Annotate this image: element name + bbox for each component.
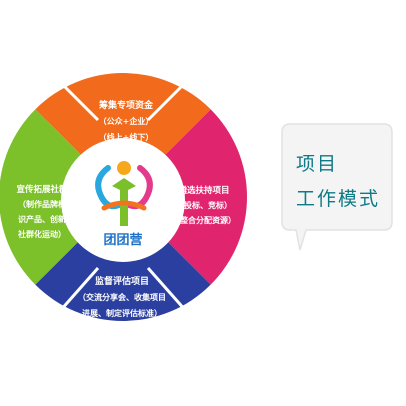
figure-logo-icon (95, 161, 153, 226)
segment-bottom-text: 监督评估项目 （交流分享会、收集项目 进展、制定评估标准） (78, 275, 166, 318)
center-logo: 团团营 (61, 138, 185, 262)
bubble-title-line1: 项目 (296, 153, 338, 175)
top-line-2: （公众+企业） (99, 116, 154, 126)
speech-bubble: 项目 工作模式 (281, 123, 393, 251)
segment-dividers (50, 72, 196, 321)
segment-right-selection (123, 109, 247, 285)
segment-top-text: 筹集专项资金 （公众+企业） （线上+线下） (99, 99, 154, 142)
bottom-line-3: 进展、制定评估标准） (82, 308, 162, 318)
bottom-line-2: （交流分享会、收集项目 (78, 292, 166, 302)
right-line-3: （整合分配资源） (172, 215, 236, 225)
top-title: 筹集专项资金 (99, 99, 154, 111)
bubble-shape (281, 123, 393, 251)
top-line-3: （线上+线下） (99, 132, 154, 142)
logo-text: 团团营 (103, 232, 142, 248)
right-line-2: （投标、竞标） (176, 200, 232, 210)
right-title: 遴选扶持项目 (177, 185, 229, 196)
left-line-2: （制作品牌标 (18, 199, 66, 209)
bottom-title: 监督评估项目 (95, 275, 149, 287)
left-title: 宣传拓展社群 (16, 184, 68, 195)
bubble-title-line2: 工作模式 (296, 188, 380, 210)
segment-left-text: 宣传拓展社群 （制作品牌标 识产品、创新 社群化运动） (16, 184, 68, 239)
segment-right-text: 遴选扶持项目 （投标、竞标） （整合分配资源） (172, 185, 236, 225)
left-line-3: 识产品、创新 (18, 214, 66, 224)
segment-top-fundraising (35, 72, 211, 197)
left-line-4: 社群化运动） (17, 229, 66, 239)
